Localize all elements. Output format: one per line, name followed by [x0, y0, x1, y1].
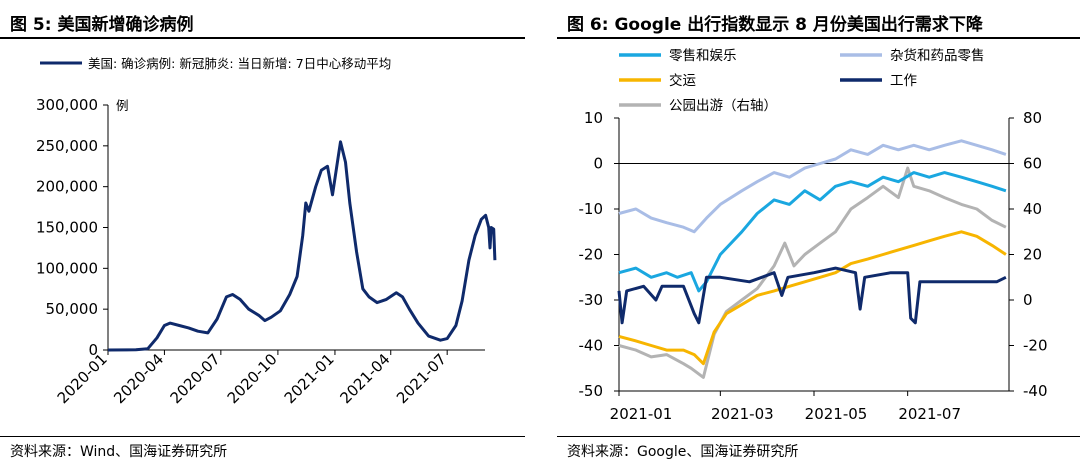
- series-line-0: [618, 171, 1007, 293]
- figure-6-title: 图 6: Google 出行指数显示 8 月份美国出行需求下降: [567, 15, 983, 35]
- series-line-us-new-cases: [107, 140, 497, 352]
- title-rule: [0, 37, 525, 39]
- y-tick-label: 0: [88, 341, 98, 359]
- y2-tick-label: -40: [1023, 382, 1048, 400]
- series-line-2: [618, 230, 1007, 366]
- y-tick-label: -20: [579, 246, 604, 264]
- y-tick-label: 300,000: [36, 96, 98, 114]
- y-tick-label: -50: [579, 382, 604, 400]
- y2-tick-label: 80: [1023, 109, 1042, 127]
- y-axis-label: 例: [116, 98, 129, 113]
- figure-6-source: 资料来源：Google、国海证券研究所: [567, 444, 799, 460]
- y2-tick-label: 60: [1023, 155, 1042, 173]
- y-tick-label: 0: [593, 155, 603, 173]
- x-tick-label: 2021-01: [281, 350, 338, 407]
- y2-tick-label: 0: [1023, 291, 1033, 309]
- y2-tick-label: 40: [1023, 200, 1042, 218]
- legend-label: 杂货和药品零售: [890, 47, 985, 64]
- y-tick-label: 10: [584, 109, 603, 127]
- legend: 美国: 确诊病例: 新冠肺炎: 当日新增: 7日中心移动平均: [40, 56, 391, 71]
- y-tick-label: 250,000: [36, 137, 98, 155]
- x-tick-label: 2021-04: [337, 350, 394, 407]
- x-tick-label: 2020-01: [54, 350, 111, 407]
- series-line-1: [618, 139, 1007, 234]
- chart-5-svg: 美国: 确诊病例: 新冠肺炎: 当日新增: 7日中心移动平均 0 50,000 100…: [36, 56, 497, 407]
- x-tick-label: 2021-07: [393, 350, 450, 407]
- figure-5-title: 图 5: 美国新增确诊病例: [10, 15, 194, 35]
- y-tick-label: -10: [579, 200, 604, 218]
- legend-label: 公园出游（右轴）: [669, 98, 777, 114]
- y2-tick-label: -20: [1023, 337, 1048, 355]
- x-tick-label: 2020-07: [167, 350, 224, 407]
- y-tick-label: 150,000: [36, 219, 98, 237]
- y2-tick-label: 20: [1023, 246, 1042, 264]
- x-tick-label: 2021-03: [711, 405, 774, 423]
- x-tick-label: 2020-04: [110, 350, 167, 407]
- y-tick-label: 100,000: [36, 259, 98, 277]
- legend-label: 工作: [890, 73, 917, 89]
- source-rule: [0, 436, 525, 437]
- x-tick-label: 2020-10: [224, 350, 281, 407]
- series-line-3: [617, 266, 1007, 325]
- y-tick-label: 200,000: [36, 178, 98, 196]
- source-rule: [557, 436, 1080, 437]
- y-tick-label: -40: [579, 337, 604, 355]
- title-rule: [557, 37, 1080, 39]
- legend-label: 交运: [669, 72, 697, 89]
- legend-label: 美国: 确诊病例: 新冠肺炎: 当日新增: 7日中心移动平均: [88, 56, 391, 71]
- figure-6-panel: 图 6: Google 出行指数显示 8 月份美国出行需求下降 零售和娱乐 杂货和…: [557, 0, 1080, 474]
- series-line-4: [618, 166, 1007, 379]
- y-tick-label: 50,000: [46, 300, 99, 318]
- x-tick-label: 2021-05: [805, 405, 868, 423]
- figure-5-source: 资料来源：Wind、国海证券研究所: [10, 444, 228, 460]
- legend-label: 零售和娱乐: [669, 48, 737, 64]
- x-tick-label: 2021-01: [610, 405, 673, 423]
- y-tick-label: -30: [579, 291, 604, 309]
- x-tick-label: 2021-07: [898, 405, 961, 423]
- figure-5-panel: 图 5: 美国新增确诊病例 美国: 确诊病例: 新冠肺炎: 当日新增: 7日中心…: [0, 0, 525, 474]
